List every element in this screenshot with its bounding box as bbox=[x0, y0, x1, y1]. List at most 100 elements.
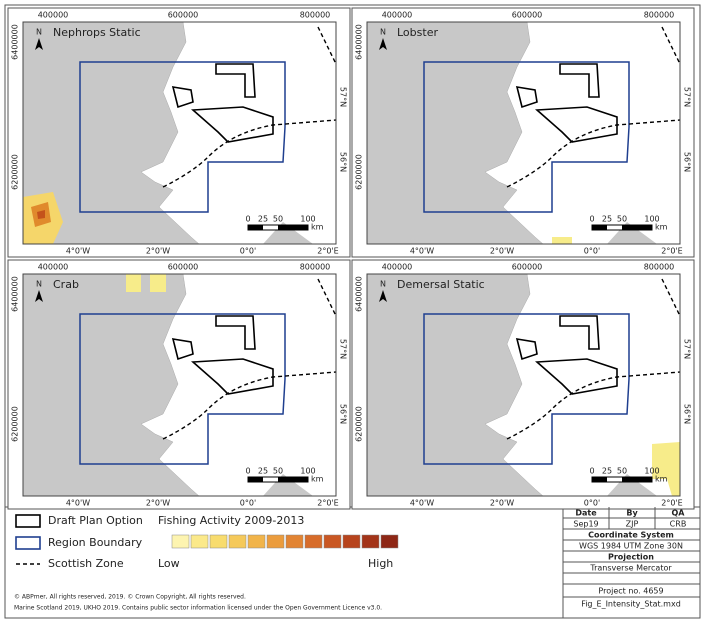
bottom-tick-label: 4°0'W bbox=[410, 499, 434, 508]
scale-label: 50 bbox=[617, 215, 627, 224]
scale-bar bbox=[248, 477, 263, 482]
scale-unit: km bbox=[311, 475, 324, 484]
bottom-tick-label: 2°0'E bbox=[661, 499, 682, 508]
scottish-zone bbox=[162, 371, 337, 440]
activity-cell bbox=[652, 442, 680, 479]
ramp-box bbox=[190, 534, 209, 549]
draft-plan-option bbox=[535, 106, 618, 143]
ramp-box bbox=[228, 534, 247, 549]
ramp-high: High bbox=[368, 557, 393, 570]
scale-bar bbox=[592, 477, 607, 482]
block-value: ZJP bbox=[626, 520, 639, 529]
ramp-box bbox=[266, 534, 285, 549]
bottom-tick-label: 4°0'W bbox=[66, 247, 90, 256]
top-tick-label: 800000 bbox=[300, 263, 331, 272]
scale-bar bbox=[622, 477, 652, 482]
ramp-box bbox=[247, 534, 266, 549]
ramp-low: Low bbox=[158, 557, 180, 570]
bottom-tick-label: 2°0'W bbox=[490, 499, 514, 508]
ramp-box bbox=[342, 534, 361, 549]
draft-plan-option bbox=[171, 86, 194, 109]
block-text: Transverse Mercator bbox=[589, 564, 672, 573]
panel-title: Nephrops Static bbox=[53, 26, 141, 39]
draft-plan-option bbox=[191, 106, 274, 143]
draft-plan-option bbox=[215, 63, 256, 98]
right-tick-label: 57°N bbox=[683, 87, 692, 107]
draft-plan-option bbox=[535, 358, 618, 395]
scottish-zone bbox=[506, 119, 681, 188]
map-border bbox=[22, 273, 337, 497]
region-boundary bbox=[423, 313, 630, 465]
land bbox=[263, 222, 313, 244]
draft-plan-option bbox=[559, 63, 600, 98]
draft-plan-option bbox=[191, 358, 274, 395]
scottish-zone bbox=[506, 371, 681, 440]
map-border bbox=[366, 273, 681, 497]
scale-unit: km bbox=[311, 223, 324, 232]
north-label: N bbox=[380, 280, 386, 289]
scale-unit: km bbox=[655, 475, 668, 484]
map-panel: Lobster N 400000 600000 800000 4°0'W 2°0'W 0°0'… bbox=[351, 7, 695, 258]
map-frame: Nephrops Static N 400000 600000 800000 4°0'W 2… bbox=[11, 11, 348, 256]
bottom-tick-label: 2°0'E bbox=[317, 499, 338, 508]
scale-label: 50 bbox=[273, 467, 283, 476]
right-tick-label: 56°N bbox=[339, 152, 348, 172]
left-tick-label: 6200000 bbox=[11, 154, 20, 190]
block-text: Projection bbox=[608, 553, 654, 562]
legend-swatch bbox=[15, 514, 41, 528]
draft-plan-option bbox=[559, 315, 600, 350]
scale-bar bbox=[592, 225, 607, 230]
scale-label: 25 bbox=[602, 467, 612, 476]
draft-plan-option bbox=[171, 338, 194, 361]
scale-bar bbox=[248, 225, 263, 230]
region-boundary bbox=[79, 313, 286, 465]
north-label: N bbox=[36, 280, 42, 289]
block-header: By bbox=[626, 509, 638, 518]
block-text: WGS 1984 UTM Zone 30N bbox=[579, 542, 683, 551]
scale-label: 100 bbox=[300, 467, 315, 476]
land bbox=[366, 21, 544, 245]
region-boundary bbox=[79, 61, 286, 213]
panel-title: Crab bbox=[53, 278, 79, 291]
north-arrow bbox=[35, 38, 43, 50]
map-border bbox=[22, 21, 337, 245]
legend-label: Scottish Zone bbox=[48, 557, 124, 570]
legend-label: Region Boundary bbox=[48, 536, 143, 549]
scale-label: 25 bbox=[258, 215, 268, 224]
right-tick-label: 57°N bbox=[683, 339, 692, 359]
top-tick-label: 400000 bbox=[382, 11, 413, 20]
top-tick-label: 800000 bbox=[644, 11, 675, 20]
bottom-tick-label: 2°0'E bbox=[317, 247, 338, 256]
scale-label: 0 bbox=[245, 467, 250, 476]
top-tick-label: 800000 bbox=[644, 263, 675, 272]
right-tick-label: 56°N bbox=[683, 404, 692, 424]
map-panel: Nephrops Static N 400000 600000 800000 4°0'W 2… bbox=[7, 7, 351, 258]
credit: Marine Scotland 2019, UKHO 2019. Contain… bbox=[14, 605, 382, 612]
top-tick-label: 600000 bbox=[512, 263, 543, 272]
left-tick-label: 6200000 bbox=[355, 406, 364, 442]
scale-bar bbox=[278, 225, 308, 230]
panel-title: Lobster bbox=[397, 26, 438, 39]
draft-plan-option bbox=[515, 86, 538, 109]
north-label: N bbox=[380, 28, 386, 37]
bottom-tick-label: 0°0' bbox=[240, 499, 256, 508]
map-frame: Lobster N 400000 600000 800000 4°0'W 2°0'W 0°0'… bbox=[355, 11, 692, 256]
scale-label: 0 bbox=[589, 215, 594, 224]
land bbox=[22, 21, 200, 245]
map-frame: Crab N 400000 600000 800000 4°0'W 2°0'W 0°0' 2°0… bbox=[11, 263, 348, 508]
left-tick-label: 6400000 bbox=[11, 276, 20, 312]
top-tick-label: 400000 bbox=[38, 263, 69, 272]
credit: © ABPmer, All rights reserved, 2019. © C… bbox=[14, 594, 246, 601]
activity-cell bbox=[150, 274, 166, 292]
left-tick-label: 6400000 bbox=[11, 24, 20, 60]
activity-cell bbox=[667, 479, 680, 496]
bottom-tick-label: 2°0'W bbox=[146, 247, 170, 256]
top-tick-label: 400000 bbox=[38, 11, 69, 20]
north-arrow bbox=[379, 38, 387, 50]
scale-label: 25 bbox=[602, 215, 612, 224]
bottom-tick-label: 4°0'W bbox=[410, 247, 434, 256]
region-boundary bbox=[423, 61, 630, 213]
top-tick-label: 600000 bbox=[512, 11, 543, 20]
activity-cell bbox=[126, 274, 141, 292]
